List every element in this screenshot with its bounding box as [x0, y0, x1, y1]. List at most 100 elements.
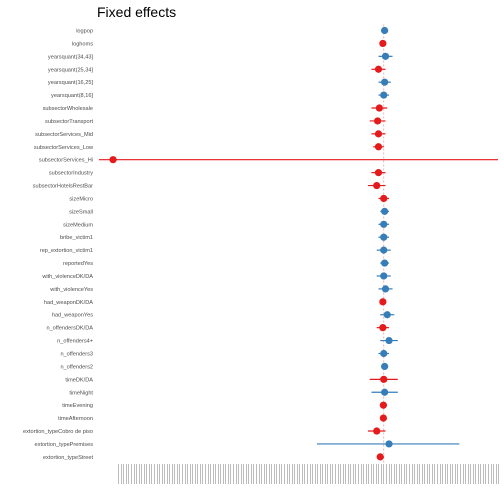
estimate-point	[373, 181, 381, 190]
x-tick-label: ————	[147, 464, 153, 484]
estimate-point	[379, 39, 387, 48]
term-label: subsectorHotelsRestBar	[33, 184, 93, 190]
x-tick-label: ————	[264, 464, 270, 484]
x-tick-label: ————	[493, 464, 499, 484]
x-tick-label: ————	[149, 464, 155, 484]
x-tick-label: ————	[425, 464, 431, 484]
x-tick-label: ————	[256, 464, 262, 484]
term-label: extortion_typeCobro de piso	[23, 429, 93, 435]
x-tick-label: ————	[386, 464, 392, 484]
x-tick-label: ————	[142, 464, 148, 484]
x-tick-label: ————	[450, 464, 456, 484]
x-tick-label: ————	[139, 464, 145, 484]
x-tick-label: ————	[488, 464, 494, 484]
x-tick-label: ————	[470, 464, 476, 484]
x-tick-label: ————	[223, 464, 229, 484]
x-tick-label: ————	[371, 464, 377, 484]
x-tick-label: ————	[241, 464, 247, 484]
estimate-point	[380, 194, 388, 203]
term-label: yearsquant(34,43]	[48, 54, 94, 60]
term-label: reportedYes	[63, 261, 93, 267]
x-tick-label: ————	[417, 464, 423, 484]
x-tick-label: ————	[238, 464, 244, 484]
x-tick-label: ————	[259, 464, 265, 484]
x-tick-label: ————	[465, 464, 471, 484]
estimate-point	[381, 388, 389, 396]
x-tick-label: ————	[310, 464, 316, 484]
x-tick-label: ————	[167, 464, 173, 484]
x-tick-label: ————	[249, 464, 255, 484]
estimate-point	[374, 169, 383, 177]
estimate-point	[381, 207, 389, 215]
x-tick-label: ————	[295, 464, 301, 484]
x-tick-label: ————	[379, 464, 385, 484]
term-label: subsectorServices_Hi	[39, 158, 93, 164]
x-tick-label: ————	[317, 464, 323, 484]
x-tick-label: ————	[496, 464, 502, 484]
x-tick-label: ————	[315, 464, 321, 484]
x-tick-label: ————	[121, 464, 127, 484]
term-label: sizeMedium	[63, 222, 93, 228]
x-tick-label: ————	[384, 464, 390, 484]
x-tick-label: ————	[340, 464, 346, 484]
x-tick-label: ————	[195, 464, 201, 484]
x-tick-label: ————	[419, 464, 425, 484]
x-tick-label: ————	[323, 464, 329, 484]
estimate-point	[381, 362, 389, 371]
x-tick-label: ————	[432, 464, 438, 484]
estimate-point	[385, 440, 393, 448]
estimate-point	[375, 104, 383, 112]
x-tick-label: ————	[445, 464, 451, 484]
x-tick-label: ————	[312, 464, 318, 484]
x-tick-label: ————	[476, 464, 482, 484]
x-tick-label: ————	[320, 464, 326, 484]
x-tick-label: ————	[381, 464, 387, 484]
term-label: subsectorServices_Mid	[35, 132, 93, 138]
x-tick-label: ————	[116, 464, 122, 484]
estimate-point	[379, 324, 387, 332]
x-tick-label: ————	[284, 464, 290, 484]
x-tick-label: ————	[402, 464, 408, 484]
x-tick-label: ————	[412, 464, 418, 484]
x-tick-label: ————	[430, 464, 436, 484]
x-tick-label: ————	[159, 464, 165, 484]
term-label: yearsquant(25,34]	[48, 67, 94, 73]
x-tick-label: ————	[136, 464, 142, 484]
x-tick-label: ————	[368, 464, 374, 484]
estimate-point	[385, 336, 393, 345]
x-tick-label: ————	[144, 464, 150, 484]
term-label: with_violenceDK/DA	[41, 274, 93, 280]
x-tick-label: ————	[205, 464, 211, 484]
x-tick-label: ————	[302, 464, 308, 484]
estimate-point	[381, 52, 390, 60]
term-label: loghoms	[72, 41, 93, 47]
x-tick-label: ————	[481, 464, 487, 484]
estimate-point	[380, 246, 388, 254]
estimate-point	[379, 401, 387, 409]
x-tick-label: ————	[274, 464, 280, 484]
term-label: subsectorWholesale	[43, 106, 93, 112]
x-tick-label: ————	[292, 464, 298, 484]
x-tick-label: ————	[228, 464, 234, 484]
x-tick-label: ————	[180, 464, 186, 484]
x-tick-label: ————	[190, 464, 196, 484]
x-tick-label: ————	[164, 464, 170, 484]
x-tick-label: ————	[437, 464, 443, 484]
x-tick-label: ————	[478, 464, 484, 484]
estimate-point	[373, 117, 382, 125]
estimate-point	[381, 78, 389, 86]
chart-title: Fixed effects	[97, 4, 176, 20]
x-tick-label: ————	[351, 464, 357, 484]
term-label: subsectorTransport	[45, 119, 93, 125]
x-tick-label: ————	[376, 464, 382, 484]
term-label: n_offenders4+	[57, 339, 93, 345]
estimate-point	[374, 143, 383, 151]
x-tick-label: ————	[134, 464, 140, 484]
x-tick-label: ————	[261, 464, 267, 484]
term-label: rep_extortion_victim1	[40, 248, 93, 254]
x-tick-label: ————	[203, 464, 209, 484]
x-tick-label: ————	[162, 464, 168, 484]
x-tick-label: ————	[348, 464, 354, 484]
x-tick-label: ————	[200, 464, 206, 484]
x-tick-label: ————	[343, 464, 349, 484]
